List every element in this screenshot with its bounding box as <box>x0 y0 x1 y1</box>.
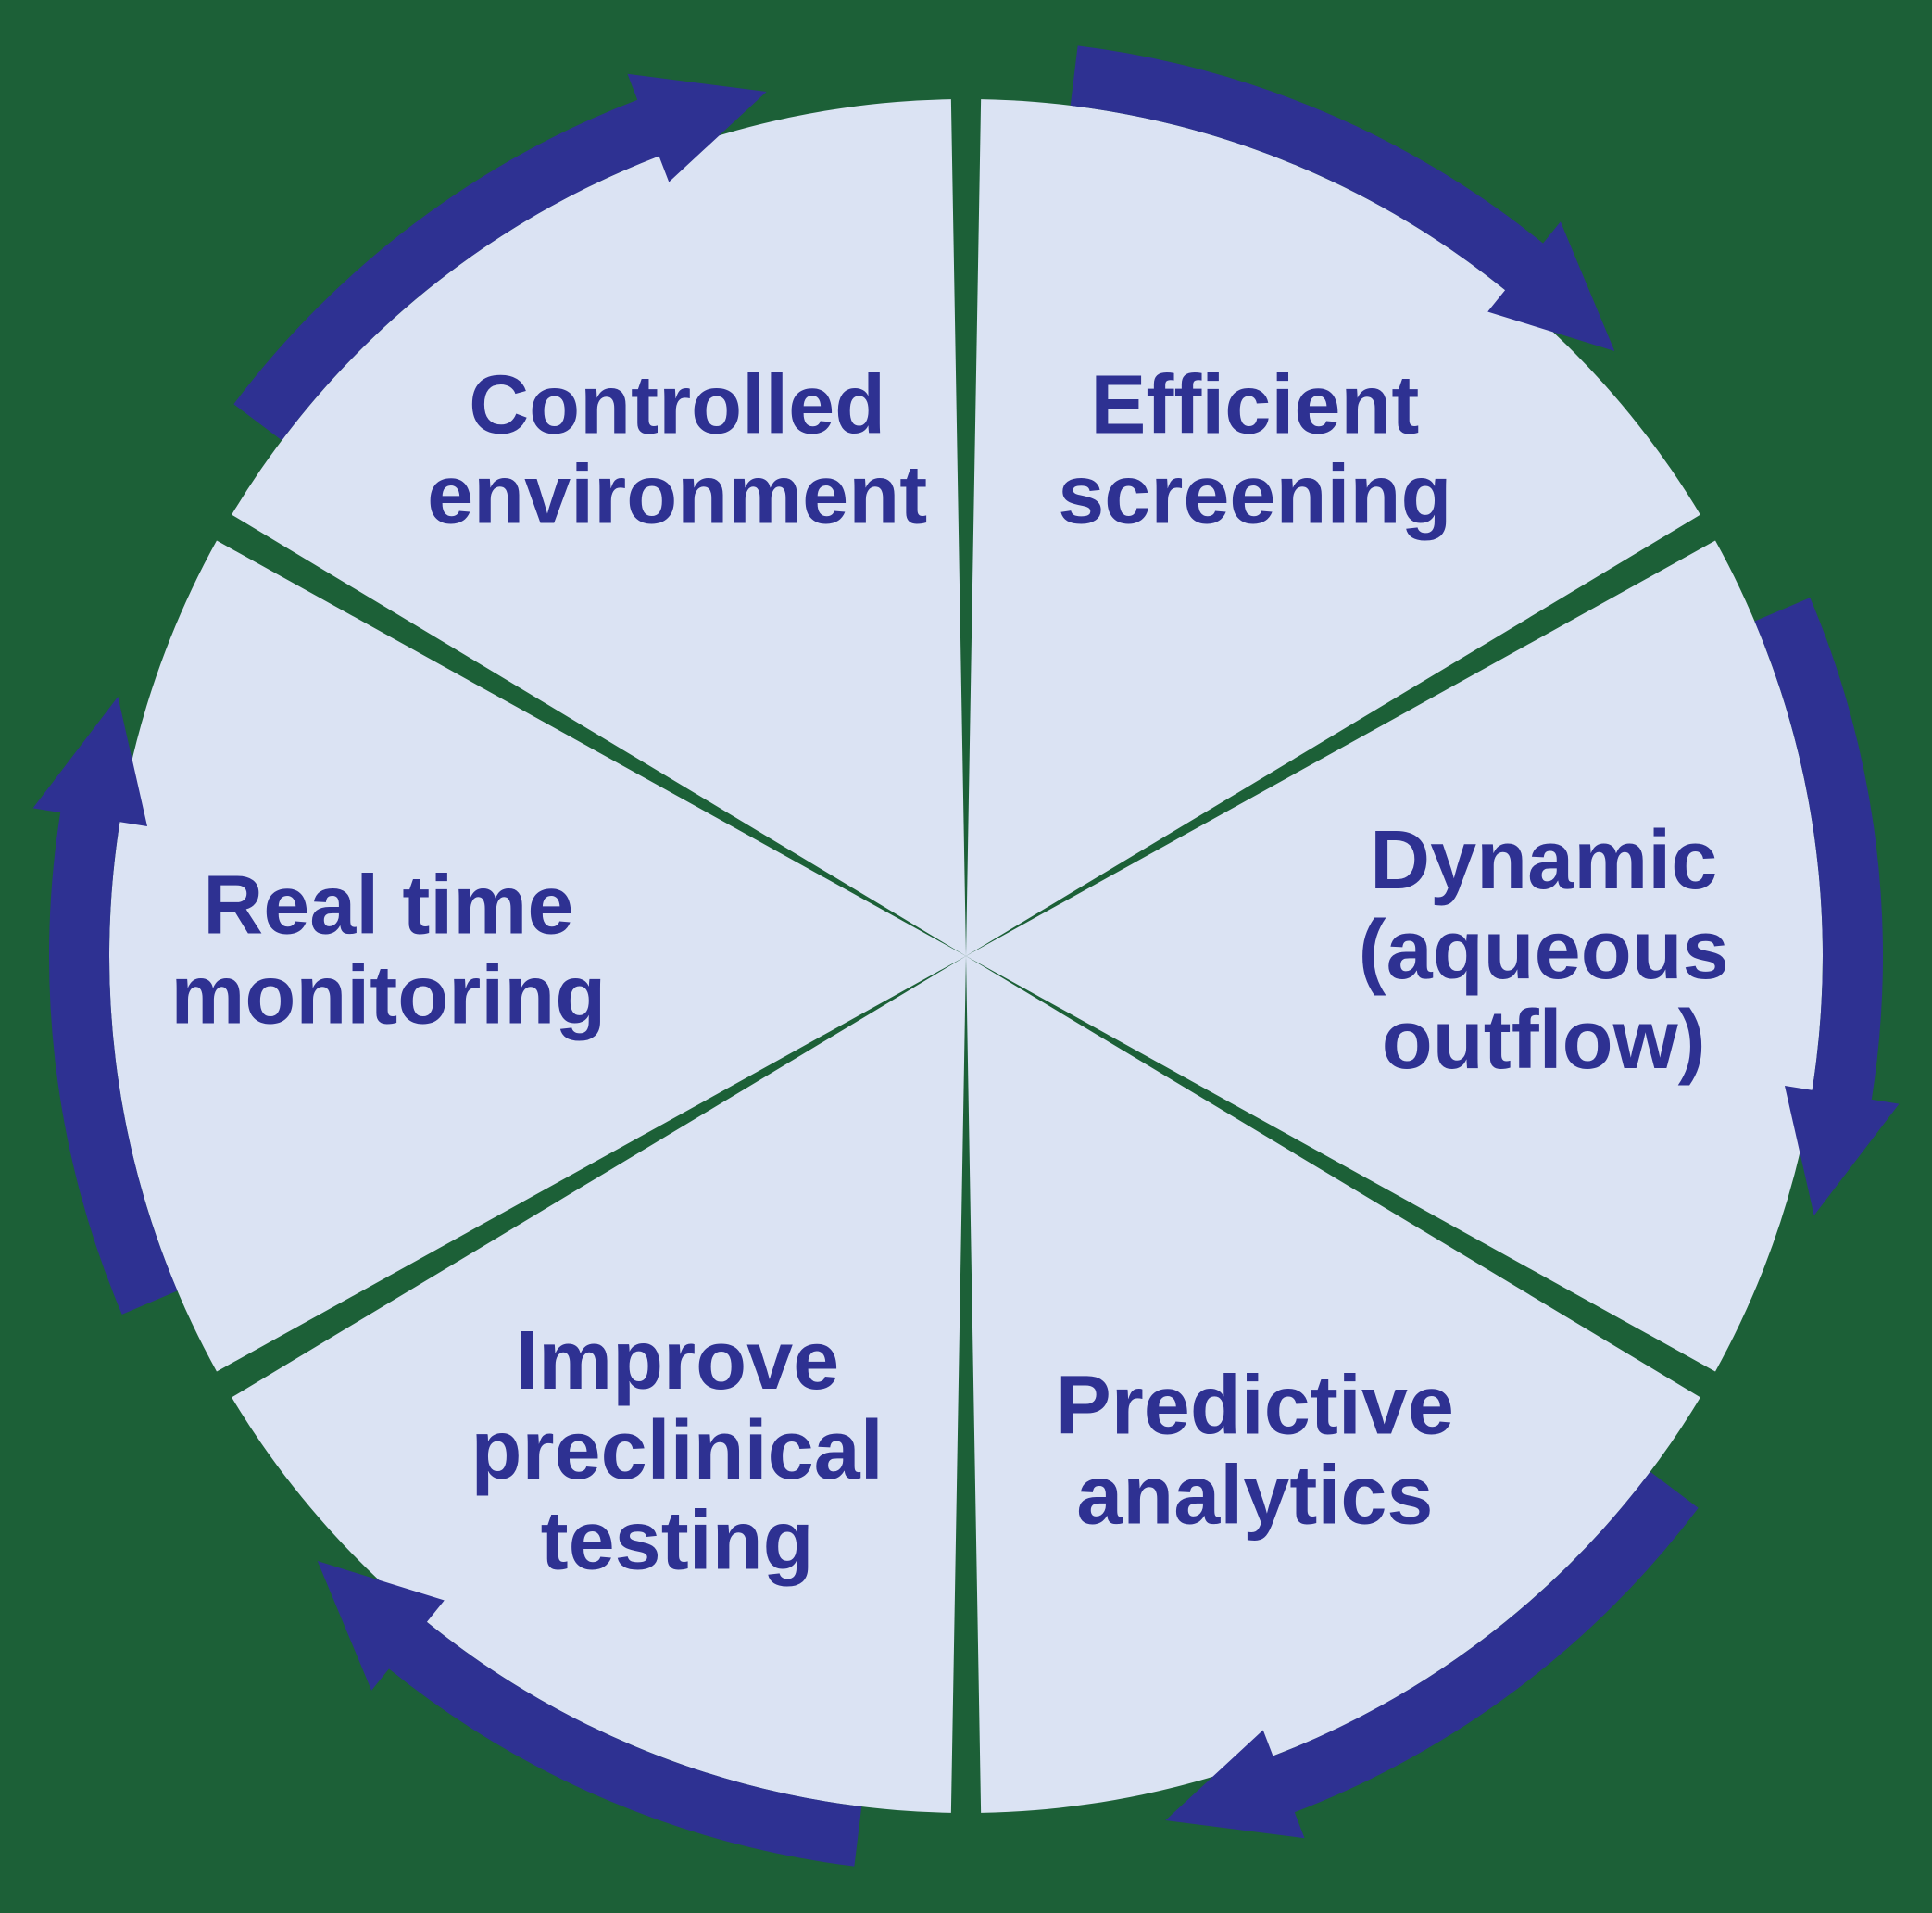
segment-label: Real timemonitoring <box>170 859 606 1041</box>
segment-label: Predictiveanalytics <box>1056 1359 1454 1542</box>
cycle-diagram: Efficientscreening Dynamic(aqueousoutflow… <box>0 0 1932 1913</box>
segment-label: Dynamic(aqueousoutflow) <box>1359 814 1729 1087</box>
segment-label: Efficientscreening <box>1058 359 1451 541</box>
segment-label: Controlledenvironment <box>427 359 927 541</box>
